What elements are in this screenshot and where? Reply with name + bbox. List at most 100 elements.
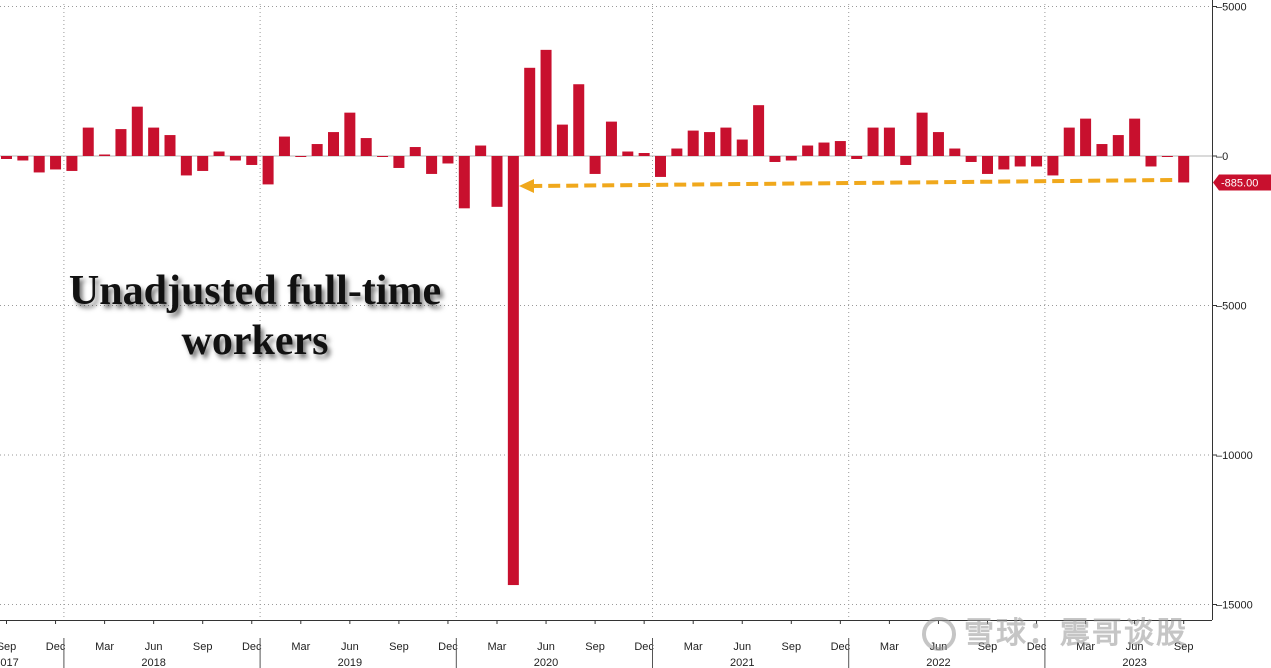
bar [736,139,748,156]
bar [229,156,241,161]
bar [540,49,552,157]
dashed-arrow-line [533,178,1173,188]
bar [17,156,29,161]
bar [1129,118,1141,156]
bar [82,127,94,156]
bar [605,121,617,156]
x-tick-label: Mar [488,641,507,653]
bar [115,129,127,156]
bar [1031,156,1043,167]
last-value-annotation: -885.00 [519,174,1271,193]
x-tick-label: Mar [684,641,703,653]
bar [458,156,470,209]
bar [246,156,258,165]
bar [834,141,846,156]
y-tick-label: –15000 [1216,600,1253,612]
bar [148,127,160,156]
bar [622,151,634,156]
bar [818,142,830,156]
x-tick-label: Sep [782,641,802,653]
bar [164,135,176,156]
x-year-label: 2021 [730,657,754,668]
x-tick-label: Dec [1027,641,1047,653]
bar [556,124,568,156]
x-tick-label: Dec [242,641,262,653]
bar [1063,127,1075,156]
chart-title: Unadjusted full-time workers [68,268,442,364]
bar [965,156,977,162]
bar [393,156,405,168]
x-year-label: 2019 [338,657,362,668]
x-tick-label: Sep [193,641,213,653]
bar [475,145,487,156]
x-tick-label: Mar [95,641,114,653]
bar [704,132,716,156]
x-year-label: 2022 [926,657,950,668]
bar [1096,144,1108,156]
x-tick-label: Dec [46,641,66,653]
bar [769,156,781,162]
bar [998,156,1010,170]
x-year-label: 2023 [1122,657,1146,668]
bar [278,136,290,156]
bar [720,127,732,156]
bar [360,138,372,156]
x-year-label: 2018 [141,657,165,668]
bar [1080,118,1092,156]
bar [99,154,111,156]
x-tick-label: Jun [733,641,751,653]
bar [916,112,928,156]
bar [50,156,62,170]
watermark-text: 雪球：震哥谈股 [964,616,1188,651]
bar [1161,156,1173,157]
x-tick-label: Dec [634,641,654,653]
bar [311,144,323,156]
bars [1,49,1190,586]
snowball-logo-icon [922,617,956,651]
last-value-tag [1213,174,1271,191]
bar [900,156,912,165]
bar [1014,156,1026,167]
y-tick-label: –5000 [1216,301,1247,313]
bar [409,147,421,156]
arrow-head [519,179,534,193]
x-tick-label: Sep [0,641,16,653]
bar [524,67,536,156]
bar [1178,156,1190,183]
bar [1047,156,1059,176]
bar [867,127,879,156]
bar [1112,135,1124,156]
x-tick-label: Jun [341,641,359,653]
bar [638,153,650,156]
bar [33,156,45,173]
bar [982,156,993,174]
bar [328,132,339,156]
x-tick-label: Sep [585,641,605,653]
x-year-label: 2020 [534,657,558,668]
last-value-label: -885.00 [1221,177,1258,189]
bar [949,148,961,156]
bar [883,127,895,156]
bar [932,132,944,156]
x-tick-label: Mar [1076,641,1095,653]
bar [671,148,683,156]
bar [589,156,601,174]
bar [344,112,356,156]
x-tick-label: Sep [1174,641,1194,653]
bar [1,156,12,159]
bar [785,156,797,161]
bar [851,156,863,159]
x-tick-label: Jun [145,641,163,653]
x-tick-label: Dec [831,641,851,653]
bar [197,156,209,171]
bar [573,84,585,156]
bar [507,156,519,586]
y-axis: –5000 –0 –5000 –10000 –15000 [1212,0,1253,620]
bar [1145,156,1157,167]
x-year-label: 2017 [0,657,19,668]
x-tick-label: Mar [880,641,899,653]
bar [262,156,274,185]
bar [687,130,699,156]
y-tick-label: –0 [1216,151,1228,163]
watermark: 雪球：震哥谈股 [922,608,1188,652]
